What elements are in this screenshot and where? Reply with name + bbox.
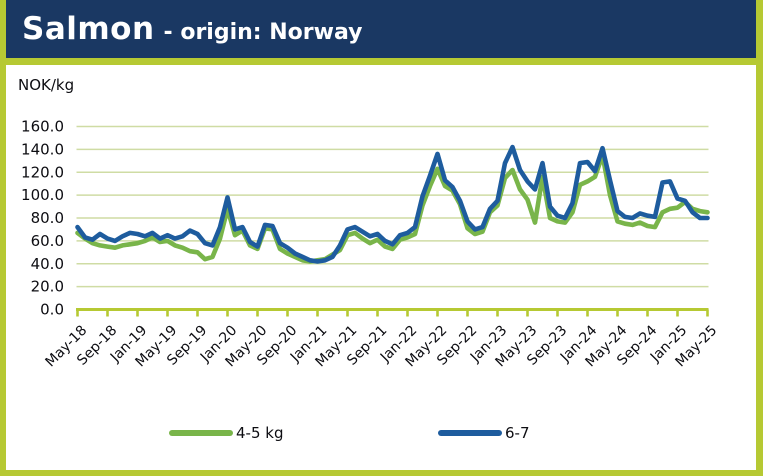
y-tick-label: 0.0 [40,301,64,319]
x-axis-labels: May-18Sep-18Jan-19May-19Sep-19Jan-20May-… [43,322,721,370]
series-line-6-7 [75,144,710,264]
y-tick-label: 100.0 [21,186,64,204]
legend-swatch-4-5kg [169,430,233,436]
y-tick-label: 160.0 [21,118,64,136]
legend-item-4-5kg: 4-5 kg [169,424,283,442]
y-axis-labels: 0.0 20.0 40.0 60.0 80.0 100.0 120.0 140.0 160.0 [21,118,64,319]
legend-item-6-7: 6-7 [438,424,530,442]
chart-title-origin: - origin: Norway [163,20,363,45]
chart-header: Salmon - origin: Norway [0,0,763,65]
y-tick-label: 120.0 [21,163,64,181]
y-axis-unit-label: NOK/kg [18,76,75,94]
chart-title-product: Salmon [22,11,155,47]
y-tick-label: 140.0 [21,140,64,158]
x-axis [76,308,709,317]
legend-label-6-7: 6-7 [505,424,530,442]
y-tick-label: 40.0 [31,255,64,273]
legend-label-4-5kg: 4-5 kg [236,424,284,442]
y-tick-label: 80.0 [31,209,64,227]
y-tick-label: 60.0 [31,232,64,250]
legend-swatch-6-7 [438,430,502,436]
y-tick-label: 20.0 [31,278,64,296]
legend: 4-5 kg 6-7 [0,421,763,445]
